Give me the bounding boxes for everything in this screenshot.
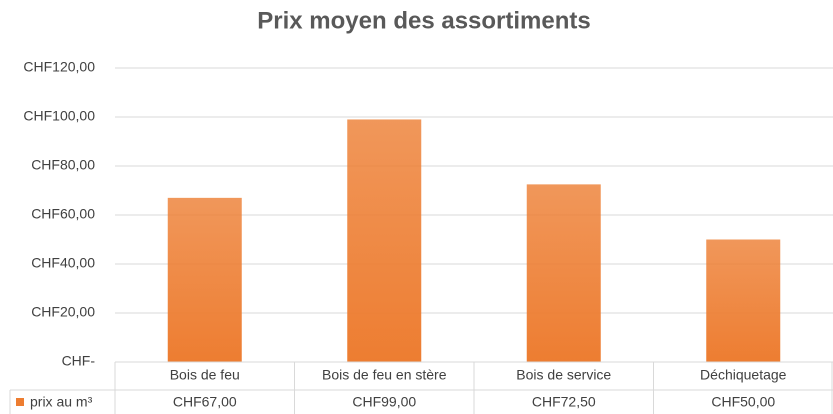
y-tick-label: CHF120,00 [23,59,95,75]
x-tick-label: Bois de feu [170,367,240,383]
y-tick-label: CHF- [62,353,96,369]
x-tick-label: Bois de service [516,367,611,383]
bar [706,239,781,362]
y-tick-label: CHF20,00 [31,304,95,320]
value-label: CHF99,00 [352,394,416,410]
y-tick-label: CHF40,00 [31,255,95,271]
bar [167,197,242,362]
y-tick-label: CHF80,00 [31,157,95,173]
value-label: CHF50,00 [711,394,775,410]
y-tick-label: CHF60,00 [31,206,95,222]
bar [526,184,601,362]
legend-label: prix au m³ [30,394,93,410]
value-label: CHF67,00 [173,394,237,410]
chart-title: Prix moyen des assortiments [257,7,590,34]
value-label: CHF72,50 [532,394,596,410]
x-tick-label: Bois de feu en stère [322,367,447,383]
legend-key [16,398,24,406]
bar [347,119,422,362]
y-tick-label: CHF100,00 [23,108,95,124]
x-tick-label: Déchiquetage [700,367,787,383]
